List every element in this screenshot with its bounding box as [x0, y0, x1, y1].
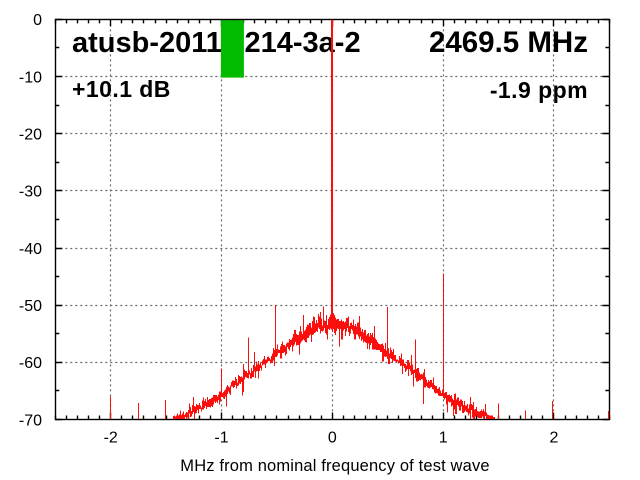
svg-text:-60: -60: [19, 355, 42, 372]
svg-text:0: 0: [33, 12, 42, 29]
svg-text:2469.5 MHz: 2469.5 MHz: [429, 26, 588, 59]
svg-text:-1.9 ppm: -1.9 ppm: [490, 77, 588, 103]
svg-text:atusb-2011: atusb-2011: [72, 27, 222, 59]
svg-text:-40: -40: [19, 241, 42, 258]
svg-text:-70: -70: [19, 412, 42, 429]
svg-text:-1: -1: [214, 430, 228, 447]
svg-text:-50: -50: [19, 298, 42, 315]
svg-text:0: 0: [328, 430, 337, 447]
svg-text:1: 1: [439, 430, 448, 447]
svg-text:2: 2: [550, 430, 559, 447]
svg-text:-20: -20: [19, 127, 42, 144]
svg-text:+10.1 dB: +10.1 dB: [72, 76, 171, 102]
svg-text:-30: -30: [19, 184, 42, 201]
svg-text:-10: -10: [19, 69, 42, 86]
svg-text:MHz from nominal frequency of: MHz from nominal frequency of test wave: [180, 457, 489, 475]
svg-text:214-3a-2: 214-3a-2: [245, 27, 361, 59]
svg-text:-2: -2: [104, 430, 118, 447]
